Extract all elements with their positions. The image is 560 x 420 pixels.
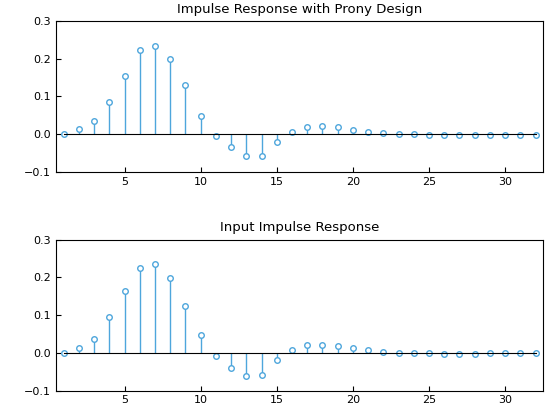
Title: Impulse Response with Prony Design: Impulse Response with Prony Design [177, 3, 422, 16]
Title: Input Impulse Response: Input Impulse Response [220, 221, 379, 234]
